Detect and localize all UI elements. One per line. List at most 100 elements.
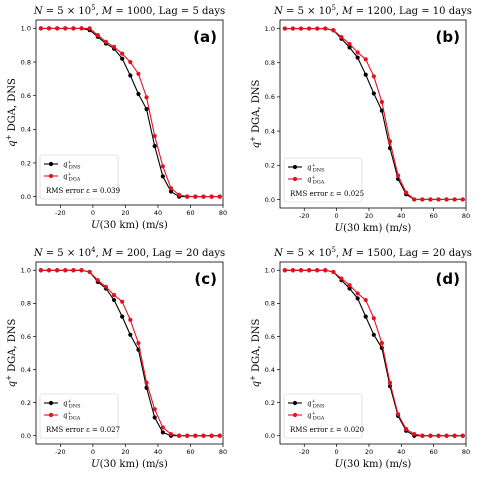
panel-title: N = 5 × 105, M = 1200, Lag = 10 days <box>273 4 472 17</box>
x-tick-label: 60 <box>186 448 194 456</box>
legend-marker-dga <box>48 412 54 418</box>
x-tick-label: 20 <box>121 448 129 456</box>
data-point-dga <box>323 26 328 31</box>
y-tick-label: 1.0 <box>21 267 31 275</box>
x-axis-label: U(30 km) (m/s) <box>335 223 412 234</box>
data-point-dga <box>160 164 165 169</box>
y-axis-label: q+ DGA, DNS <box>5 78 18 147</box>
y-tick-label: 0.6 <box>21 92 31 100</box>
data-point-dns <box>363 72 368 77</box>
data-point-dga <box>347 283 352 288</box>
legend-marker-dns <box>48 161 54 167</box>
data-point-dga <box>404 427 409 432</box>
data-point-dga <box>79 268 84 273</box>
legend-box <box>283 393 363 439</box>
data-point-dga <box>95 33 100 38</box>
y-tick-label: 0.6 <box>265 93 275 101</box>
legend-marker-dga <box>48 173 54 179</box>
y-tick-label: 0.0 <box>265 432 275 440</box>
data-point-dga <box>331 269 336 275</box>
y-tick-label: 0.4 <box>21 126 31 134</box>
y-tick-label: 0.2 <box>265 162 275 170</box>
x-tick-label: 40 <box>397 212 405 220</box>
legend-box <box>39 154 119 200</box>
data-point-dga <box>38 26 43 31</box>
y-tick-label: 0.2 <box>21 159 31 167</box>
data-point-dga <box>436 197 441 202</box>
y-tick-label: 1.0 <box>21 25 31 33</box>
panel-label: (d) <box>436 270 460 288</box>
data-point-dga <box>111 292 117 298</box>
panel-c: -20 0 20 40 60 80 0.0 0.2 0.4 0.6 0.8 1.0N = 5 × 10… <box>5 246 227 470</box>
data-point-dga <box>339 276 344 281</box>
data-point-dga <box>63 268 68 273</box>
legend-entry-dns: q+ DNS <box>63 160 81 171</box>
data-point-dga <box>136 71 141 76</box>
y-tick-label: 0.6 <box>265 333 275 341</box>
x-tick-label: -20 <box>299 448 310 456</box>
data-point-dga <box>307 268 312 273</box>
data-point-dns <box>347 45 352 50</box>
y-axis-label: q+ DGA, DNS <box>249 319 262 388</box>
y-tick-label: 0.0 <box>265 196 275 204</box>
data-point-dns <box>355 55 360 60</box>
data-point-dns <box>120 314 125 319</box>
x-tick-label: -20 <box>299 212 310 220</box>
y-tick-label: 0.8 <box>21 300 31 308</box>
data-point-dga <box>371 74 376 79</box>
data-point-dga <box>282 26 287 31</box>
data-point-dns <box>160 430 165 435</box>
x-tick-label: 0 <box>335 212 339 220</box>
data-point-dga <box>209 194 214 199</box>
legend-marker-dns <box>48 400 54 406</box>
y-tick-label: 0.4 <box>265 127 275 135</box>
y-axis-label: q+ DGA, DNS <box>249 80 262 149</box>
x-tick-label: 80 <box>219 448 227 456</box>
data-point-dga <box>428 197 433 202</box>
data-point-dga <box>460 197 465 202</box>
data-point-dga <box>395 173 401 178</box>
data-point-dga <box>315 26 320 31</box>
data-point-dga <box>87 269 92 275</box>
data-point-dga <box>363 57 368 62</box>
legend-entry-dga: q+ DGA <box>307 411 325 422</box>
data-point-dga <box>355 291 360 296</box>
data-point-dga <box>201 194 206 199</box>
y-tick-label: 0.8 <box>265 59 275 67</box>
data-point-dga <box>120 299 125 304</box>
data-point-dns <box>136 91 141 97</box>
data-point-dga <box>176 433 182 438</box>
data-point-dga <box>136 340 141 346</box>
y-tick-label: 0.4 <box>265 366 275 374</box>
y-tick-label: 0.8 <box>21 58 31 66</box>
data-point-dns <box>347 286 352 291</box>
data-point-dga <box>128 317 133 323</box>
data-point-dga <box>420 197 425 202</box>
data-point-dga <box>46 268 52 273</box>
x-axis-label: U(30 km) (m/s) <box>91 220 168 231</box>
legend-entry-dga: q+ DGA <box>63 172 81 183</box>
data-point-dns <box>152 415 157 420</box>
legend-marker-dns <box>292 164 298 170</box>
data-point-dga <box>452 433 457 438</box>
data-point-dga <box>144 380 149 385</box>
x-tick-label: 80 <box>462 212 470 220</box>
data-point-dns <box>152 144 157 149</box>
data-point-dga <box>55 26 60 31</box>
data-point-dga <box>379 99 384 105</box>
x-tick-label: 0 <box>335 448 339 456</box>
x-tick-label: 80 <box>462 448 470 456</box>
legend-box <box>283 157 363 203</box>
data-point-dga <box>331 28 336 33</box>
data-point-dns <box>120 56 125 61</box>
x-tick-label: 40 <box>154 448 162 456</box>
data-point-dga <box>355 50 360 55</box>
data-point-dga <box>298 268 304 273</box>
x-tick-label: 40 <box>154 209 162 217</box>
data-point-dga <box>323 268 328 273</box>
panel-title: N = 5 × 105, M = 1000, Lag = 5 days <box>33 4 225 17</box>
data-point-dga <box>444 433 449 438</box>
data-point-dga <box>315 268 320 273</box>
